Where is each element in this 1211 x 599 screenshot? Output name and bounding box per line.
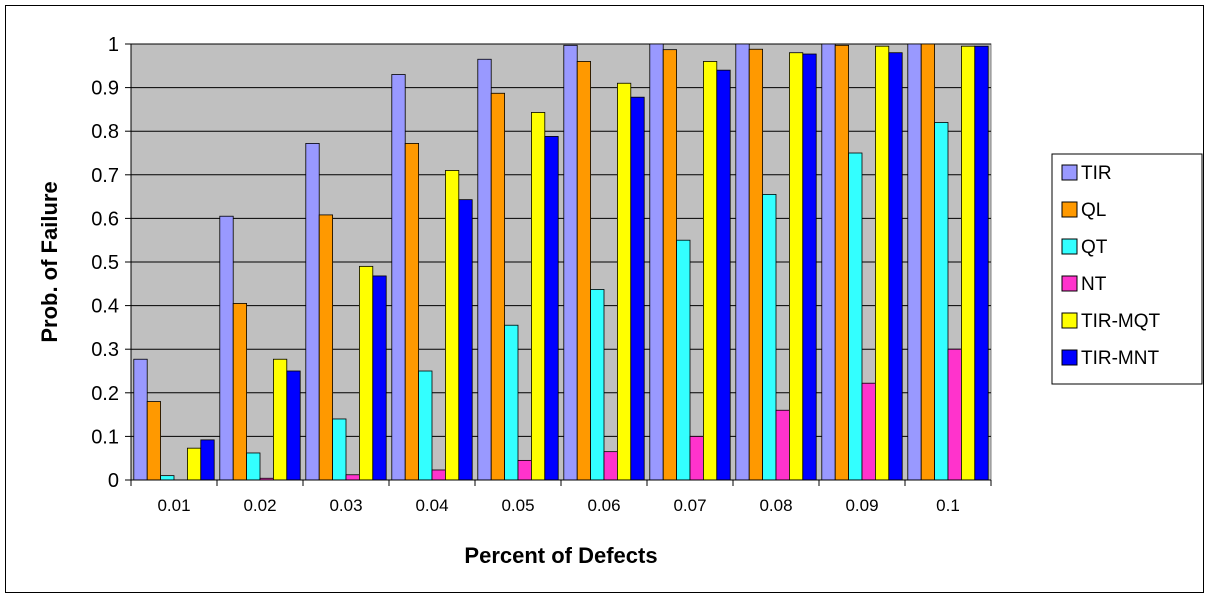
bar-tir-mnt-0.02 — [286, 370, 301, 481]
y-tick-label: 0.1 — [91, 426, 119, 448]
bar-nt-0.05 — [517, 459, 532, 481]
legend-swatch-tir — [1061, 164, 1078, 181]
bar-ql-0.1 — [920, 43, 936, 481]
legend-box — [1051, 153, 1203, 385]
x-tick-label: 0.06 — [587, 496, 620, 515]
bar-qt-0.06 — [590, 289, 605, 481]
bar-ql-0.07 — [662, 49, 678, 481]
bar-ql-0.05 — [490, 92, 506, 481]
bar-tir-0.05 — [477, 58, 492, 481]
x-tick-label: 0.05 — [501, 496, 534, 515]
bar-tir-mnt-0.09 — [888, 52, 903, 481]
y-tick-label: 1 — [108, 34, 119, 56]
bar-tir-mnt-0.06 — [630, 96, 645, 481]
bar-nt-0.03 — [345, 474, 360, 481]
legend-label-ql: QL — [1081, 200, 1106, 221]
y-tick-label: 0.3 — [91, 339, 119, 361]
x-tick-label: 0.02 — [243, 496, 276, 515]
legend-label-tir-mqt: TIR-MQT — [1081, 311, 1161, 332]
bar-tir-mnt-0.04 — [458, 199, 473, 481]
bar-ql-0.04 — [404, 143, 420, 481]
bar-tir-0.07 — [649, 43, 664, 481]
bar-tir-0.09 — [821, 43, 836, 481]
bar-tir-mqt-0.09 — [875, 45, 890, 481]
y-axis-title: Prob. of Failure — [37, 181, 62, 342]
bar-tir-mqt-0.07 — [703, 61, 718, 481]
bar-tir-mnt-0.03 — [372, 275, 387, 481]
bar-tir-0.01 — [133, 358, 148, 481]
bar-tir-mqt-0.02 — [272, 358, 288, 481]
bar-qt-0.03 — [332, 418, 347, 481]
bar-tir-mnt-0.08 — [802, 53, 817, 481]
x-tick-label: 0.08 — [759, 496, 792, 515]
bar-ql-0.03 — [318, 214, 334, 481]
bar-nt-0.07 — [689, 435, 704, 481]
bar-tir-mnt-0.1 — [974, 45, 989, 481]
legend-label-qt: QT — [1081, 237, 1108, 258]
bars — [133, 43, 989, 481]
legend: TIR QL QT NT TIR-MQT TIR-MNT — [1051, 153, 1203, 385]
legend-label-tir: TIR — [1081, 163, 1112, 184]
bar-qt-0.04 — [418, 370, 433, 481]
bar-nt-0.09 — [861, 382, 876, 481]
bar-tir-mnt-0.05 — [544, 136, 559, 481]
y-tick-label: 0.4 — [91, 296, 119, 318]
bar-ql-0.02 — [232, 303, 247, 481]
bar-nt-0.08 — [775, 409, 790, 481]
x-tick-label: 0.1 — [936, 496, 960, 515]
bar-tir-mqt-0.03 — [358, 265, 374, 481]
y-tick-label: 0.9 — [91, 78, 119, 100]
bar-tir-mqt-0.06 — [617, 82, 632, 481]
bar-qt-0.1 — [934, 122, 949, 481]
x-tick-label: 0.03 — [329, 496, 362, 515]
bar-tir-mqt-0.08 — [789, 52, 804, 481]
y-tick-label: 0.8 — [91, 121, 119, 143]
legend-swatch-qt — [1061, 238, 1078, 255]
x-axis-ticks: 0.01 0.02 0.03 0.04 0.05 0.06 0.07 0.08 0.09 0.1 — [130, 480, 992, 515]
bar-ql-0.06 — [576, 61, 592, 481]
y-tick-label: 0.5 — [91, 252, 119, 274]
x-tick-label: 0.01 — [157, 496, 190, 515]
bar-qt-0.09 — [848, 152, 863, 481]
bar-qt-0.08 — [762, 194, 777, 481]
x-tick-label: 0.04 — [415, 496, 448, 515]
bar-qt-0.02 — [246, 452, 261, 481]
legend-swatch-ql — [1061, 201, 1078, 218]
bar-tir-mnt-0.01 — [200, 439, 215, 481]
bar-tir-mnt-0.07 — [716, 69, 731, 481]
bar-tir-mqt-0.01 — [186, 447, 202, 481]
x-axis-title: Percent of Defects — [464, 543, 657, 568]
legend-label-tir-mnt: TIR-MNT — [1081, 348, 1159, 369]
bar-qt-0.07 — [676, 239, 691, 481]
bar-nt-0.04 — [431, 469, 446, 481]
y-tick-label: 0 — [108, 470, 119, 492]
x-tick-label: 0.07 — [673, 496, 706, 515]
bar-qt-0.05 — [504, 324, 519, 481]
bar-tir-mqt-0.04 — [444, 170, 460, 481]
y-tick-label: 0.2 — [91, 383, 119, 405]
bar-ql-0.08 — [748, 48, 764, 481]
bar-ql-0.01 — [146, 401, 161, 481]
x-tick-label: 0.09 — [845, 496, 878, 515]
legend-label-nt: NT — [1081, 274, 1107, 295]
legend-swatch-tir-mnt — [1061, 349, 1078, 366]
bar-qt-0.01 — [160, 475, 175, 481]
bar-nt-0.1 — [947, 348, 962, 481]
bar-tir-0.08 — [735, 43, 750, 481]
bar-tir-mqt-0.05 — [531, 112, 546, 481]
y-axis-ticks: 0 0.1 0.2 0.3 0.4 0.5 0.6 0.7 0.8 0.9 1 — [91, 34, 131, 492]
bar-tir-0.1 — [907, 43, 922, 481]
bar-ql-0.09 — [834, 44, 850, 481]
legend-swatch-tir-mqt — [1061, 312, 1078, 329]
legend-swatch-nt — [1061, 275, 1078, 292]
bar-nt-0.06 — [603, 451, 618, 481]
bar-tir-0.04 — [391, 74, 406, 481]
y-tick-label: 0.6 — [91, 208, 119, 230]
bar-tir-0.03 — [305, 143, 320, 481]
bar-tir-0.02 — [219, 215, 234, 481]
y-tick-label: 0.7 — [91, 165, 119, 187]
bar-tir-mqt-0.1 — [961, 45, 976, 481]
bar-tir-0.06 — [563, 44, 578, 481]
